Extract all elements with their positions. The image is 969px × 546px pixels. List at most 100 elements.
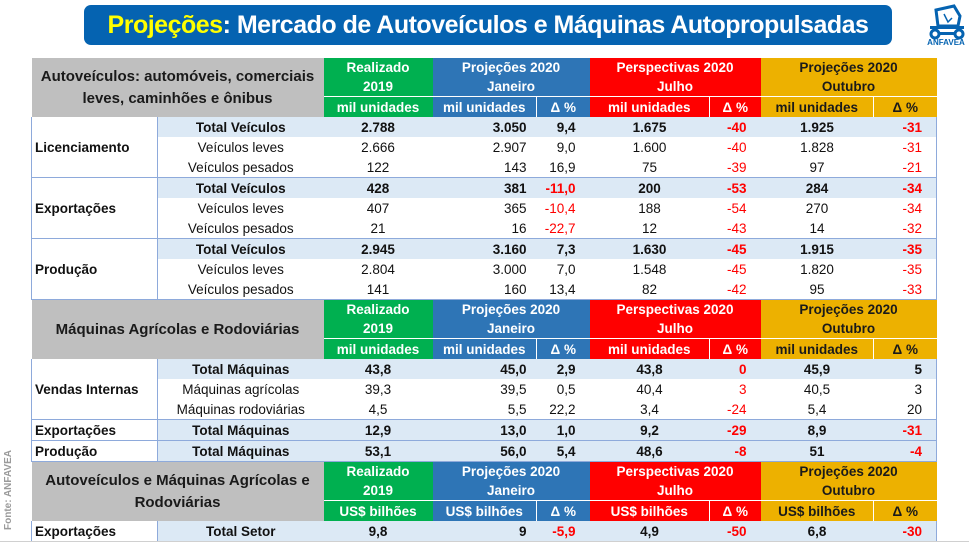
delta-cell: -40 — [709, 117, 761, 137]
column-group-title: Projeções 2020 — [799, 60, 898, 75]
logo-text: ANFAVEA — [927, 38, 965, 47]
value-cell: 56,0 — [432, 440, 537, 462]
column-group-title: Projeções 2020 — [461, 302, 561, 317]
delta-cell: 22,2 — [536, 399, 590, 420]
value-cell: 12,9 — [323, 419, 433, 441]
section-title: Autoveículos e Máquinas Agrícolas e Rodo… — [31, 461, 324, 521]
value-cell: 122 — [323, 157, 433, 178]
unit-header: mil unidades — [760, 96, 874, 117]
value-cell: 1.630 — [589, 238, 710, 259]
delta-cell: -10,4 — [544, 200, 576, 216]
unit-header: US$ bilhões — [589, 500, 710, 521]
value-cell: 51 — [760, 440, 874, 462]
row-item-label: Total Máquinas — [157, 440, 324, 462]
delta-cell: -45 — [709, 238, 761, 259]
value-cell: 40,4 — [636, 381, 663, 397]
unit-header: mil unidades — [760, 338, 874, 359]
value-cell: 2.788 — [323, 117, 433, 137]
delta-header: Δ % — [709, 500, 761, 521]
delta-cell: -34 — [873, 177, 937, 198]
value-cell: 3.050 — [432, 117, 537, 137]
delta-cell: -29 — [709, 419, 761, 441]
delta-cell: 13,4 — [536, 279, 590, 300]
row-item-label: Máquinas rodoviárias — [157, 399, 324, 420]
column-group-header: Projeções 2020 Outubro — [760, 58, 937, 97]
value-cell: 1.675 — [589, 117, 710, 137]
delta-header: Δ % — [873, 338, 937, 359]
projections-table: Autoveículos: automóveis, comerciais lev… — [31, 58, 937, 542]
row-item-label: Total Máquinas — [157, 419, 324, 441]
value-cell: 5,4 — [760, 399, 874, 420]
value-cell: 14 — [760, 218, 874, 239]
column-group-header: Perspectivas 2020 Julho — [589, 299, 761, 339]
source-note: Fonte: ANFAVEA — [3, 450, 14, 530]
row-group-label: Vendas Internas — [31, 359, 158, 420]
unit-header: mil unidades — [432, 338, 537, 359]
section-header-row: Autoveículos e Máquinas Agrícolas e Rodo… — [31, 461, 937, 521]
value-cell: 188 — [638, 200, 661, 216]
delta-header: Δ % — [709, 96, 761, 117]
title-rest: : Mercado de Autoveículos e Máquinas Aut… — [222, 10, 869, 39]
column-group-header: Projeções 2020 Janeiro — [432, 461, 590, 501]
column-group-period: 2019 — [362, 79, 394, 94]
delta-cell: -39 — [709, 157, 761, 178]
column-group-title: Projeções 2020 — [461, 60, 561, 75]
value-cell: 407 — [366, 200, 390, 216]
column-group-header: Projeções 2020 Outubro — [760, 299, 937, 339]
column-group-header: Projeções 2020 Janeiro — [432, 299, 590, 339]
delta-header: Δ % — [873, 96, 937, 117]
row-item-label: Total Veículos — [157, 177, 324, 198]
row-item-label: Total Máquinas — [157, 359, 324, 379]
column-group-header: Realizado 2019 — [323, 461, 433, 501]
table-row: Máquinas agrícolas 39,3 39,5 0,5 40,4 3 40,5 3 — [32, 379, 937, 399]
column-group-period: Julho — [657, 483, 693, 498]
row-item-label: Veículos pesados — [157, 279, 324, 300]
row-item-label: Veículos leves — [197, 261, 284, 277]
delta-cell: -53 — [709, 177, 761, 198]
delta-cell: 3 — [738, 381, 747, 397]
value-cell: 12 — [589, 218, 710, 239]
tractor-logo-icon — [929, 4, 965, 40]
delta-header: Δ % — [536, 338, 590, 359]
delta-cell: -8 — [709, 440, 761, 462]
value-cell: 3,4 — [589, 399, 710, 420]
value-cell: 16 — [432, 218, 537, 239]
unit-header-row: mil unidades mil unidades Δ % mil unidades Δ… — [32, 338, 937, 359]
value-cell: 4,5 — [323, 399, 433, 420]
value-cell: 48,6 — [589, 440, 710, 462]
row-item-label: Total Setor — [157, 521, 324, 542]
column-group-title: Projeções 2020 — [799, 302, 898, 317]
column-group-title: Projeções 2020 — [799, 464, 898, 479]
value-cell: 3.000 — [492, 261, 527, 277]
value-cell: 143 — [432, 157, 537, 178]
value-cell: 43,8 — [323, 359, 433, 379]
value-cell: 365 — [503, 200, 527, 216]
value-cell: 39,3 — [364, 381, 392, 397]
unit-header: mil unidades — [589, 96, 710, 117]
table-row: Veículos leves 2.666 2.907 9,0 1.600 -40 1.828… — [32, 137, 937, 157]
section-header-row: Máquinas Agrícolas e Rodoviárias Realizad… — [31, 299, 937, 359]
value-cell: 9,2 — [589, 419, 710, 441]
row-item-label: Veículos pesados — [157, 157, 324, 178]
delta-cell: -40 — [726, 139, 747, 155]
table-row: Veículos pesados 21 16 -22,7 12 -43 14 -32 — [32, 218, 937, 239]
delta-cell: -11,0 — [536, 177, 590, 198]
value-cell: 4,9 — [589, 521, 710, 542]
column-group-period: Janeiro — [486, 79, 536, 94]
value-cell: 2.907 — [492, 139, 527, 155]
value-cell: 95 — [760, 279, 874, 300]
table-row: Produção Total Máquinas 53,1 56,0 5,4 48,6 -8 5… — [31, 440, 937, 462]
value-cell: 2.666 — [361, 139, 395, 155]
value-cell: 82 — [589, 279, 710, 300]
value-cell: 6,8 — [760, 521, 874, 542]
table-row: Máquinas rodoviárias 4,5 5,5 22,2 3,4 -24 5,4 2… — [32, 399, 937, 420]
value-cell: 13,0 — [432, 419, 537, 441]
column-group-title: Perspectivas 2020 — [616, 464, 734, 479]
delta-header: Δ % — [709, 338, 761, 359]
column-group-title: Realizado — [346, 464, 410, 479]
row-item-label: Total Veículos — [157, 238, 324, 259]
delta-cell: -21 — [873, 157, 937, 178]
column-group-title: Perspectivas 2020 — [616, 302, 734, 317]
unit-header: mil unidades — [323, 338, 433, 359]
column-group-header: Perspectivas 2020 Julho — [589, 461, 761, 501]
